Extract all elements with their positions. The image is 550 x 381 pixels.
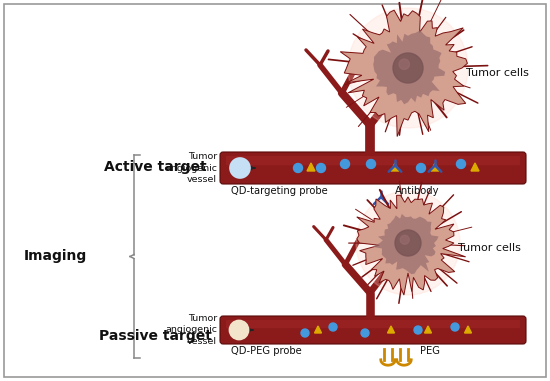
Text: QD-PEG probe: QD-PEG probe xyxy=(231,346,302,356)
Polygon shape xyxy=(315,326,322,333)
Circle shape xyxy=(451,323,459,331)
Polygon shape xyxy=(340,10,468,136)
FancyBboxPatch shape xyxy=(220,316,526,344)
Circle shape xyxy=(416,163,426,173)
Circle shape xyxy=(366,160,376,168)
Polygon shape xyxy=(471,163,479,171)
FancyBboxPatch shape xyxy=(226,320,520,328)
Polygon shape xyxy=(465,326,471,333)
Text: Tumor
angiogenic
vessel: Tumor angiogenic vessel xyxy=(165,152,217,184)
Text: Tumor
angiogenic
vessel: Tumor angiogenic vessel xyxy=(165,314,217,346)
Circle shape xyxy=(393,53,423,83)
Circle shape xyxy=(230,158,250,178)
Circle shape xyxy=(414,326,422,334)
Text: Tumor cells: Tumor cells xyxy=(458,243,521,253)
Circle shape xyxy=(316,163,326,173)
Polygon shape xyxy=(391,163,399,171)
Polygon shape xyxy=(372,214,438,274)
Polygon shape xyxy=(425,326,432,333)
Text: Tumor cells: Tumor cells xyxy=(466,68,529,78)
Circle shape xyxy=(294,163,302,173)
Circle shape xyxy=(456,160,465,168)
Circle shape xyxy=(400,235,409,244)
FancyBboxPatch shape xyxy=(220,152,526,184)
Text: Active target: Active target xyxy=(104,160,206,174)
Circle shape xyxy=(301,329,309,337)
Circle shape xyxy=(399,59,410,69)
Text: Antibody: Antibody xyxy=(395,186,439,196)
Text: PEG: PEG xyxy=(420,346,440,356)
FancyBboxPatch shape xyxy=(226,156,520,165)
Polygon shape xyxy=(388,326,394,333)
Text: Imaging: Imaging xyxy=(24,249,87,263)
Circle shape xyxy=(395,230,421,256)
Text: Passive target: Passive target xyxy=(98,329,211,343)
Polygon shape xyxy=(307,163,315,171)
Circle shape xyxy=(361,329,369,337)
Polygon shape xyxy=(373,30,445,104)
Circle shape xyxy=(356,191,460,295)
Polygon shape xyxy=(431,163,439,171)
Circle shape xyxy=(340,160,349,168)
Circle shape xyxy=(329,323,337,331)
Text: QD-targeting probe: QD-targeting probe xyxy=(231,186,328,196)
Polygon shape xyxy=(357,195,466,295)
Circle shape xyxy=(348,8,468,128)
Circle shape xyxy=(230,321,248,339)
